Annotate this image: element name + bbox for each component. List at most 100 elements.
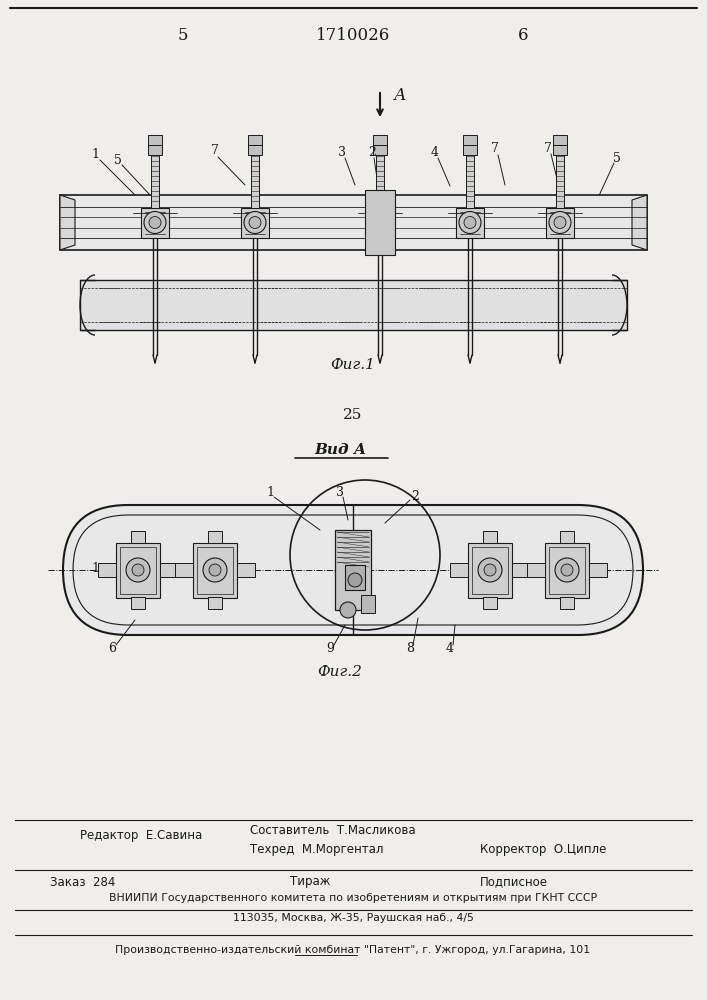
Bar	[241, 208, 269, 237]
Bar	[98, 563, 116, 577]
Bar	[197, 547, 233, 594]
Text: 113035, Москва, Ж-35, Раушская наб., 4/5: 113035, Москва, Ж-35, Раушская наб., 4/5	[233, 913, 474, 923]
Bar	[468, 543, 512, 598]
Bar	[175, 563, 193, 577]
Bar	[148, 144, 162, 154]
Bar	[463, 144, 477, 154]
Circle shape	[144, 212, 166, 233]
Text: Заказ  284: Заказ 284	[50, 876, 115, 888]
Circle shape	[561, 564, 573, 576]
Text: 4: 4	[431, 145, 439, 158]
Text: 7: 7	[544, 141, 552, 154]
Bar	[546, 208, 574, 237]
Bar	[193, 543, 237, 598]
Circle shape	[126, 558, 150, 582]
Text: ВНИИПИ Государственного комитета по изобретениям и открытиям при ГКНТ СССР: ВНИИПИ Государственного комитета по изоб…	[109, 893, 597, 903]
Bar	[366, 208, 394, 237]
Text: 9: 9	[326, 642, 334, 654]
Bar	[131, 531, 145, 543]
Text: Составитель  Т.Масликова: Составитель Т.Масликова	[250, 824, 416, 836]
Text: 1: 1	[266, 486, 274, 498]
Bar	[141, 208, 169, 237]
Circle shape	[459, 212, 481, 233]
Text: 1: 1	[91, 148, 99, 161]
Circle shape	[554, 217, 566, 229]
Bar	[483, 597, 497, 609]
Text: Фиг.2: Фиг.2	[317, 665, 363, 679]
Bar	[560, 531, 574, 543]
Polygon shape	[60, 195, 75, 250]
Text: А: А	[394, 87, 407, 104]
Text: 1: 1	[91, 562, 99, 574]
Bar	[361, 595, 375, 613]
Bar	[151, 152, 159, 208]
Text: Фиг.1: Фиг.1	[331, 358, 375, 372]
Text: 1710026: 1710026	[316, 26, 390, 43]
Bar	[208, 531, 222, 543]
Circle shape	[132, 564, 144, 576]
Text: 3: 3	[338, 145, 346, 158]
Bar	[237, 563, 255, 577]
Circle shape	[244, 212, 266, 233]
Text: 4: 4	[446, 642, 454, 654]
Bar	[549, 547, 585, 594]
Text: 3: 3	[336, 486, 344, 498]
Circle shape	[484, 564, 496, 576]
Bar	[527, 563, 545, 577]
Text: 2: 2	[368, 145, 376, 158]
Circle shape	[555, 558, 579, 582]
Text: 8: 8	[406, 642, 414, 654]
Bar	[160, 563, 178, 577]
Text: 6: 6	[108, 642, 116, 654]
Text: Корректор  О.Ципле: Корректор О.Ципле	[480, 844, 607, 856]
FancyBboxPatch shape	[63, 505, 643, 635]
Circle shape	[549, 212, 571, 233]
Polygon shape	[632, 195, 647, 250]
Bar	[248, 144, 262, 154]
Bar	[373, 134, 387, 144]
Text: Подписное: Подписное	[480, 876, 548, 888]
Text: Тираж: Тираж	[290, 876, 330, 888]
Text: 5: 5	[114, 153, 122, 166]
Bar	[373, 144, 387, 154]
Circle shape	[203, 558, 227, 582]
Text: 5: 5	[177, 26, 188, 43]
Bar	[463, 134, 477, 144]
Bar	[472, 547, 508, 594]
Bar	[553, 144, 567, 154]
Text: 25: 25	[344, 408, 363, 422]
Text: 5: 5	[613, 151, 621, 164]
Circle shape	[348, 573, 362, 587]
Circle shape	[464, 217, 476, 229]
Bar	[466, 152, 474, 208]
Circle shape	[478, 558, 502, 582]
Bar	[80, 280, 627, 330]
Bar	[589, 563, 607, 577]
Bar	[450, 563, 468, 577]
Bar	[553, 134, 567, 144]
Circle shape	[149, 217, 161, 229]
Bar	[512, 563, 530, 577]
Bar	[556, 152, 564, 208]
Bar	[131, 597, 145, 609]
Bar	[120, 547, 156, 594]
Text: 2: 2	[411, 489, 419, 502]
Circle shape	[249, 217, 261, 229]
Bar	[60, 195, 647, 250]
Bar	[251, 152, 259, 208]
Bar	[116, 543, 160, 598]
Text: 7: 7	[211, 143, 219, 156]
Text: Вид А: Вид А	[314, 443, 366, 457]
Circle shape	[369, 212, 391, 233]
Circle shape	[340, 602, 356, 618]
Circle shape	[209, 564, 221, 576]
Text: Производственно-издательский комбинат "Патент", г. Ужгород, ул.Гагарина, 101: Производственно-издательский комбинат "П…	[115, 945, 590, 955]
Bar	[248, 134, 262, 144]
Text: 7: 7	[491, 141, 499, 154]
Bar	[483, 531, 497, 543]
Circle shape	[374, 217, 386, 229]
Text: Техред  М.Моргентал: Техред М.Моргентал	[250, 844, 383, 856]
Bar	[148, 134, 162, 144]
Bar	[456, 208, 484, 237]
Bar	[335, 530, 371, 610]
